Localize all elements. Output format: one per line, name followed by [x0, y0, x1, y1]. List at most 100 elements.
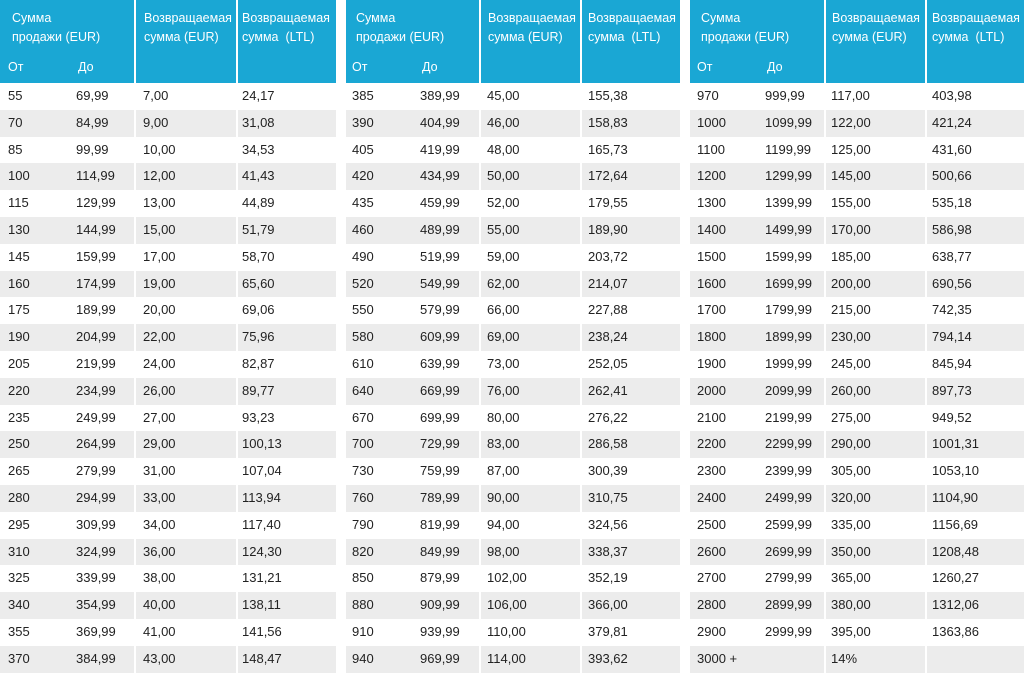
cell-refund-eur: 260,00 [831, 382, 871, 398]
cell-to: 2699,99 [765, 543, 812, 559]
cell-refund-eur: 117,00 [831, 88, 870, 103]
table-row: 2400 2499,99 320,00 1104,90 [690, 485, 1024, 512]
cell-from: 2900 [697, 624, 726, 639]
cell-from: 55 [8, 88, 23, 103]
cell-refund-ltl: 421,24 [932, 114, 972, 130]
cell-from: 370 [8, 650, 30, 666]
header-divider [134, 0, 136, 83]
cell-refund-eur: 76,00 [487, 382, 520, 398]
table-row: 70 84,99 9,00 31,08 [0, 109, 336, 137]
cell-refund-ltl: 69,06 [242, 302, 275, 318]
cell-refund-eur: 83,00 [487, 436, 520, 452]
cell-from: 790 [352, 516, 374, 532]
cell-refund-ltl: 276,22 [588, 409, 628, 425]
cell-refund-ltl: 1001,31 [932, 436, 979, 452]
cell-refund-eur: 185,00 [831, 248, 871, 264]
table-row: 100 114,99 12,00 41,43 [0, 163, 336, 191]
cell-refund-ltl: 352,19 [588, 570, 628, 586]
cell-to: 1699,99 [765, 275, 812, 291]
cell-from: 385 [352, 88, 374, 103]
table-row: 970 999,99 117,00 403,98 [690, 83, 1024, 110]
cell-to: 234,99 [76, 382, 116, 398]
cell-to: 1599,99 [765, 248, 812, 264]
cell-to: 999,99 [765, 88, 805, 103]
cell-refund-eur: 106,00 [487, 597, 527, 613]
cell-to: 519,99 [420, 248, 460, 264]
cell-refund-ltl: 117,40 [242, 516, 281, 532]
header-divider [925, 0, 927, 83]
cell-from: 100 [8, 168, 30, 184]
cell-from: 265 [8, 463, 30, 479]
table-row: 55 69,99 7,00 24,17 [0, 83, 336, 110]
cell-from: 190 [8, 329, 30, 345]
header-from: От [697, 60, 713, 74]
cell-refund-eur: 66,00 [487, 302, 520, 318]
header-sale-amount: Сумма продажи (EUR) [701, 11, 790, 44]
cell-refund-eur: 69,00 [487, 329, 520, 345]
cell-to: 279,99 [76, 463, 116, 479]
cell-refund-ltl: 75,96 [242, 329, 275, 345]
table-row: 1100 1199,99 125,00 431,60 [690, 136, 1024, 164]
cell-to: 939,99 [420, 624, 460, 639]
table-row: 2100 2199,99 275,00 949,52 [690, 404, 1024, 432]
cell-refund-ltl: 100,13 [242, 436, 282, 452]
cell-refund-eur: 90,00 [487, 490, 520, 505]
cell-refund-ltl: 44,89 [242, 195, 275, 211]
cell-refund-eur: 335,00 [831, 516, 871, 532]
cell-refund-ltl: 34,53 [242, 141, 275, 157]
cell-refund-eur: 145,00 [831, 168, 871, 184]
cell-refund-ltl: 300,39 [588, 463, 628, 479]
cell-to: 669,99 [420, 382, 460, 398]
cell-refund-ltl: 227,88 [588, 302, 628, 318]
cell-to: 354,99 [76, 597, 116, 613]
cell-to: 2399,99 [765, 463, 812, 479]
cell-refund-eur: 20,00 [143, 302, 176, 318]
cell-refund-ltl: 1156,69 [932, 516, 979, 532]
cell-to: 459,99 [420, 195, 460, 211]
cell-from: 145 [8, 248, 30, 264]
cell-from: 1400 [697, 222, 726, 237]
cell-refund-eur: 102,00 [487, 570, 527, 586]
cell-refund-ltl: 238,24 [588, 329, 628, 345]
table-row: 670 699,99 80,00 276,22 [346, 404, 680, 432]
header-to: До [78, 60, 94, 74]
cell-refund-eur: 22,00 [143, 329, 176, 345]
cell-refund-ltl: 203,72 [588, 248, 628, 264]
table-row: 790 819,99 94,00 324,56 [346, 511, 680, 539]
cell-from: 115 [8, 195, 29, 211]
cell-refund-eur: 33,00 [143, 490, 176, 505]
cell-from: 1600 [697, 275, 726, 291]
cell-to: 849,99 [420, 543, 460, 559]
cell-from: 850 [352, 570, 374, 586]
cell-from: 2500 [697, 516, 726, 532]
cell-refund-ltl: 366,00 [588, 597, 628, 613]
cell-refund-ltl: 65,60 [242, 275, 275, 291]
table-row: 295 309,99 34,00 117,40 [0, 511, 336, 539]
cell-refund-eur: 38,00 [143, 570, 176, 586]
cell-refund-ltl: 638,77 [932, 248, 972, 264]
cell-from: 235 [8, 409, 30, 425]
cell-refund-ltl: 379,81 [588, 624, 628, 639]
cell-refund-eur: 52,00 [487, 195, 520, 211]
cell-from: 2100 [697, 409, 726, 425]
cell-refund-eur: 9,00 [143, 114, 169, 130]
header-to: До [767, 60, 783, 74]
cell-refund-ltl: 138,11 [242, 597, 281, 613]
table-row: 280 294,99 33,00 113,94 [0, 485, 336, 512]
cell-refund-eur: 275,00 [831, 409, 871, 425]
header-from: От [8, 60, 24, 74]
cell-from: 760 [352, 490, 374, 505]
cell-from: 295 [8, 516, 30, 532]
header-refund-eur: Возвращаемая сумма (EUR) [832, 11, 920, 44]
cell-from: 340 [8, 597, 30, 613]
column-divider [236, 83, 238, 674]
cell-refund-ltl: 1312,06 [932, 597, 979, 613]
column-divider [925, 83, 927, 674]
cell-refund-eur: 12,00 [143, 168, 176, 184]
column-divider [824, 83, 826, 674]
cell-refund-eur: 245,00 [831, 356, 871, 371]
cell-from: 310 [8, 543, 30, 559]
cell-refund-eur: 19,00 [143, 275, 176, 291]
cell-refund-ltl: 24,17 [242, 88, 275, 103]
table-row: 160 174,99 19,00 65,60 [0, 270, 336, 298]
